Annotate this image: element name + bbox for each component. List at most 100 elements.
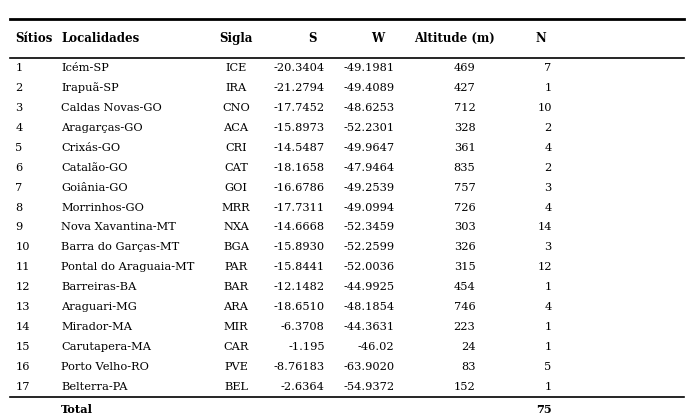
Text: -1.195: -1.195 (288, 342, 325, 352)
Text: -18.6510: -18.6510 (273, 302, 325, 312)
Text: 5: 5 (15, 143, 22, 153)
Text: 303: 303 (454, 222, 475, 232)
Text: 11: 11 (15, 262, 30, 272)
Text: -52.0036: -52.0036 (343, 262, 394, 272)
Text: -48.1854: -48.1854 (343, 302, 394, 312)
Text: 223: 223 (454, 322, 475, 332)
Text: 5: 5 (545, 362, 552, 372)
Text: -52.3459: -52.3459 (343, 222, 394, 232)
Text: 83: 83 (461, 362, 475, 372)
Text: BAR: BAR (223, 282, 248, 292)
Text: 835: 835 (454, 163, 475, 173)
Text: Catalão-GO: Catalão-GO (61, 163, 128, 173)
Text: 1: 1 (15, 63, 22, 73)
Text: -63.9020: -63.9020 (343, 362, 394, 372)
Text: MIR: MIR (223, 322, 248, 332)
Text: CNO: CNO (222, 103, 250, 113)
Text: 24: 24 (461, 342, 475, 352)
Text: -14.5487: -14.5487 (273, 143, 325, 153)
Text: 1: 1 (545, 382, 552, 392)
Text: 2: 2 (545, 123, 552, 133)
Text: 17: 17 (15, 382, 30, 392)
Text: Goiânia-GO: Goiânia-GO (61, 183, 128, 193)
Text: 3: 3 (545, 242, 552, 252)
Text: -49.2539: -49.2539 (343, 183, 394, 193)
Text: -44.3631: -44.3631 (343, 322, 394, 332)
Text: -17.7311: -17.7311 (273, 203, 325, 212)
Text: 2: 2 (545, 163, 552, 173)
Text: 315: 315 (454, 262, 475, 272)
Text: Mirador-MA: Mirador-MA (61, 322, 132, 332)
Text: 469: 469 (454, 63, 475, 73)
Text: 12: 12 (15, 282, 30, 292)
Text: 3: 3 (15, 103, 22, 113)
Text: 15: 15 (15, 342, 30, 352)
Text: 9: 9 (15, 222, 22, 232)
Text: -47.9464: -47.9464 (343, 163, 394, 173)
Text: MRR: MRR (221, 203, 251, 212)
Text: -46.02: -46.02 (357, 342, 394, 352)
Text: N: N (536, 32, 547, 45)
Text: -6.3708: -6.3708 (281, 322, 325, 332)
Text: 13: 13 (15, 302, 30, 312)
Text: Carutapera-MA: Carutapera-MA (61, 342, 151, 352)
Text: Morrinhos-GO: Morrinhos-GO (61, 203, 144, 212)
Text: 712: 712 (454, 103, 475, 113)
Text: 1: 1 (545, 282, 552, 292)
Text: Aragarças-GO: Aragarças-GO (61, 123, 143, 133)
Text: CAT: CAT (224, 163, 248, 173)
Text: 16: 16 (15, 362, 30, 372)
Text: -15.8930: -15.8930 (273, 242, 325, 252)
Text: Localidades: Localidades (61, 32, 139, 45)
Text: -49.1981: -49.1981 (343, 63, 394, 73)
Text: Belterra-PA: Belterra-PA (61, 382, 128, 392)
Text: 12: 12 (537, 262, 552, 272)
Text: ARA: ARA (223, 302, 248, 312)
Text: GOI: GOI (225, 183, 247, 193)
Text: 427: 427 (454, 83, 475, 93)
Text: 14: 14 (537, 222, 552, 232)
Text: Sigla: Sigla (219, 32, 253, 45)
Text: Crixás-GO: Crixás-GO (61, 143, 120, 153)
Text: -15.8441: -15.8441 (273, 262, 325, 272)
Text: -20.3404: -20.3404 (273, 63, 325, 73)
Text: -16.6786: -16.6786 (273, 183, 325, 193)
Text: 326: 326 (454, 242, 475, 252)
Text: 3: 3 (545, 183, 552, 193)
Text: IRA: IRA (226, 83, 246, 93)
Text: Total: Total (61, 404, 93, 415)
Text: -49.0994: -49.0994 (343, 203, 394, 212)
Text: 6: 6 (15, 163, 22, 173)
Text: 4: 4 (545, 143, 552, 153)
Text: -49.4089: -49.4089 (343, 83, 394, 93)
Text: 328: 328 (454, 123, 475, 133)
Text: Altitude (m): Altitude (m) (414, 32, 495, 45)
Text: 10: 10 (15, 242, 30, 252)
Text: -2.6364: -2.6364 (281, 382, 325, 392)
Text: 726: 726 (454, 203, 475, 212)
Text: 7: 7 (545, 63, 552, 73)
Text: W: W (371, 32, 385, 45)
Text: 2: 2 (15, 83, 22, 93)
Text: -54.9372: -54.9372 (343, 382, 394, 392)
Text: -52.2599: -52.2599 (343, 242, 394, 252)
Text: CAR: CAR (223, 342, 248, 352)
Text: 152: 152 (454, 382, 475, 392)
Text: -12.1482: -12.1482 (273, 282, 325, 292)
Text: 4: 4 (15, 123, 22, 133)
Text: Porto Velho-RO: Porto Velho-RO (61, 362, 149, 372)
Text: -49.9647: -49.9647 (343, 143, 394, 153)
Text: -48.6253: -48.6253 (343, 103, 394, 113)
Text: 4: 4 (545, 203, 552, 212)
Text: -21.2794: -21.2794 (273, 83, 325, 93)
Text: 1: 1 (545, 322, 552, 332)
Text: Barreiras-BA: Barreiras-BA (61, 282, 137, 292)
Text: -52.2301: -52.2301 (343, 123, 394, 133)
Text: PVE: PVE (224, 362, 248, 372)
Text: -14.6668: -14.6668 (273, 222, 325, 232)
Text: 361: 361 (454, 143, 475, 153)
Text: S: S (308, 32, 316, 45)
Text: Irapuã-SP: Irapuã-SP (61, 83, 119, 93)
Text: -8.76183: -8.76183 (273, 362, 325, 372)
Text: -17.7452: -17.7452 (273, 103, 325, 113)
